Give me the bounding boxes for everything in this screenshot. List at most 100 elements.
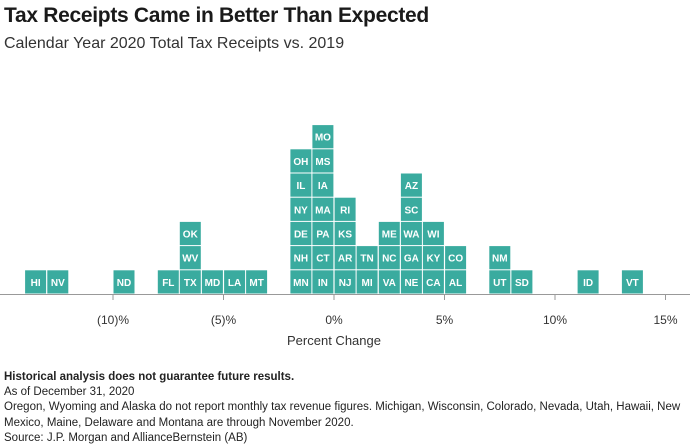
state-label-wi: WI <box>427 230 439 241</box>
state-label-nh: NH <box>294 254 308 265</box>
state-tile-id <box>577 270 599 294</box>
tax-receipts-tile-chart: HI NV ND FL TX WV OK MD LA MT MN NH DE NY IL OH IN CT PA MA… <box>0 125 690 348</box>
state-label-ga: GA <box>404 254 419 265</box>
state-tile-sd <box>511 270 533 294</box>
state-tile-nj <box>334 270 356 294</box>
state-tile-hi <box>25 270 47 294</box>
x-tick-label: (5)% <box>211 313 237 327</box>
state-label-pa: PA <box>316 230 329 241</box>
state-label-va: VA <box>383 278 396 289</box>
state-label-mn: MN <box>293 278 309 289</box>
state-label-tn: TN <box>360 254 373 265</box>
state-label-la: LA <box>228 278 241 289</box>
state-tile-mo <box>312 125 334 149</box>
state-tile-mn <box>290 270 312 294</box>
state-tile-pa <box>312 221 334 246</box>
state-tile-az <box>400 173 422 197</box>
state-tile-ca <box>422 270 444 294</box>
state-tile-mi <box>356 270 378 294</box>
state-label-ri: RI <box>340 205 350 216</box>
state-label-mt: MT <box>249 278 263 289</box>
state-label-nc: NC <box>382 254 396 265</box>
state-label-il: IL <box>296 181 305 192</box>
state-tile-wi <box>422 221 444 246</box>
state-tile-me <box>378 221 400 246</box>
x-tick-label: 5% <box>436 313 454 327</box>
state-tile-ct <box>312 246 334 270</box>
state-label-in: IN <box>318 278 328 289</box>
state-tile-nc <box>378 246 400 270</box>
state-label-ny: NY <box>294 205 308 216</box>
state-label-al: AL <box>449 278 462 289</box>
state-tile-sc <box>400 197 422 221</box>
state-tile-wa <box>400 221 422 246</box>
state-label-de: DE <box>294 230 308 241</box>
x-tick-label: (10)% <box>97 313 129 327</box>
state-label-fl: FL <box>162 278 174 289</box>
state-tile-mt <box>246 270 268 294</box>
state-tile-ny <box>290 197 312 221</box>
state-label-md: MD <box>205 278 221 289</box>
state-label-nv: NV <box>51 278 65 289</box>
state-label-ar: AR <box>338 254 353 265</box>
state-tile-nh <box>290 246 312 270</box>
footnotes: Historical analysis does not guarantee f… <box>4 370 688 446</box>
state-label-nj: NJ <box>339 278 352 289</box>
state-label-tx: TX <box>184 278 197 289</box>
state-tile-wv <box>179 246 201 270</box>
x-tick-label: 0% <box>325 313 343 327</box>
state-tiles: HI NV ND FL TX WV OK MD LA MT MN NH DE NY IL OH IN CT PA MA… <box>25 125 643 294</box>
state-tile-ri <box>334 197 356 221</box>
x-tick-label: 10% <box>543 313 567 327</box>
state-label-ms: MS <box>315 157 330 168</box>
state-label-oh: OH <box>293 157 308 168</box>
state-label-ut: UT <box>493 278 506 289</box>
state-tile-ar <box>334 246 356 270</box>
state-tile-ma <box>312 197 334 221</box>
state-label-ct: CT <box>316 254 329 265</box>
state-label-ok: OK <box>183 230 199 241</box>
state-label-mo: MO <box>315 133 331 144</box>
state-tile-in <box>312 270 334 294</box>
state-tile-va <box>378 270 400 294</box>
state-tile-oh <box>290 149 312 173</box>
state-label-id: ID <box>583 278 593 289</box>
state-label-ne: NE <box>404 278 418 289</box>
state-tile-ia <box>312 173 334 197</box>
state-tile-vt <box>621 270 643 294</box>
state-label-co: CO <box>448 254 463 265</box>
state-tile-nd <box>113 270 135 294</box>
state-tile-al <box>445 270 467 294</box>
state-tile-co <box>445 246 467 270</box>
x-tick-label: 15% <box>653 313 677 327</box>
x-axis-title: Percent Change <box>287 333 381 348</box>
state-label-ca: CA <box>426 278 440 289</box>
state-label-sc: SC <box>404 205 418 216</box>
state-label-ky: KY <box>426 254 440 265</box>
state-label-vt: VT <box>626 278 639 289</box>
state-tile-fl <box>157 270 179 294</box>
state-tile-ga <box>400 246 422 270</box>
reporting-footnote: Oregon, Wyoming and Alaska do not report… <box>4 401 681 429</box>
state-tile-ky <box>422 246 444 270</box>
state-tile-tn <box>356 246 378 270</box>
state-tile-ok <box>179 221 201 246</box>
chart-subtitle: Calendar Year 2020 Total Tax Receipts vs… <box>4 35 345 52</box>
x-axis-ticks: (10)% (5)% 0% 5% 10% 15% <box>97 294 678 327</box>
state-label-ma: MA <box>315 205 331 216</box>
state-label-az: AZ <box>405 181 418 192</box>
chart-title: Tax Receipts Came in Better Than Expecte… <box>4 4 429 27</box>
state-label-me: ME <box>382 230 397 241</box>
state-tile-la <box>224 270 246 294</box>
as-of-date: As of December 31, 2020 <box>4 386 135 399</box>
state-tile-ms <box>312 149 334 173</box>
state-label-ia: IA <box>318 181 328 192</box>
state-tile-il <box>290 173 312 197</box>
state-tile-nv <box>47 270 69 294</box>
source-note: Source: J.P. Morgan and AllianceBernstei… <box>4 431 248 444</box>
state-tile-tx <box>179 270 201 294</box>
state-tile-ne <box>400 270 422 294</box>
state-label-ks: KS <box>338 230 352 241</box>
state-label-nd: ND <box>117 278 131 289</box>
state-tile-ut <box>489 270 511 294</box>
